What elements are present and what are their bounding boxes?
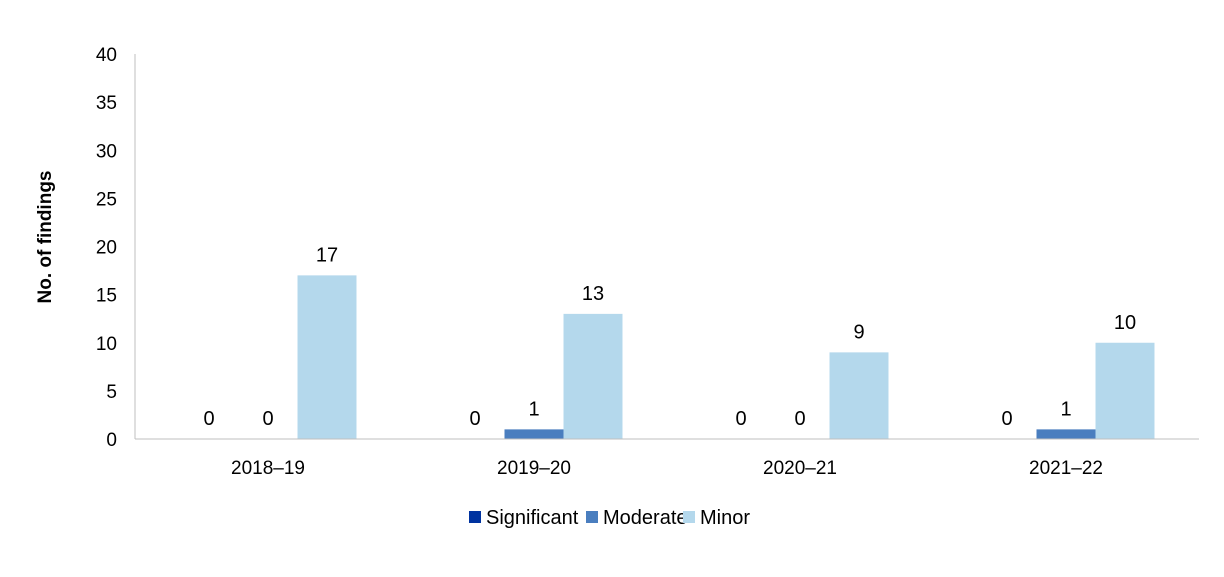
legend: Significant Moderate Minor [469, 507, 750, 529]
data-labels: 0 0 17 0 1 13 0 0 9 0 1 10 [203, 244, 1136, 430]
data-label-moderate: 0 [794, 408, 805, 430]
y-tick-label: 5 [106, 382, 117, 403]
bar-moderate-3 [1036, 429, 1096, 439]
data-label-minor: 9 [853, 321, 864, 343]
legend-swatch-moderate [586, 511, 598, 523]
bar-minor-1 [563, 313, 623, 439]
y-tick-label: 35 [96, 93, 117, 114]
x-tick-label: 2018–19 [231, 458, 305, 479]
bar-minor-2 [829, 352, 889, 439]
legend-swatch-significant [469, 511, 481, 523]
data-label-minor: 13 [582, 283, 604, 305]
data-label-significant: 0 [1001, 408, 1012, 430]
x-tick-label: 2019–20 [497, 458, 571, 479]
x-axis-labels: 2018–19 2019–20 2020–21 2021–22 [231, 458, 1103, 479]
data-label-minor: 10 [1114, 312, 1136, 334]
y-tick-label: 25 [96, 189, 117, 210]
data-label-moderate: 0 [262, 408, 273, 430]
legend-swatch-minor [683, 511, 695, 523]
legend-label-moderate: Moderate [603, 507, 688, 529]
x-tick-label: 2020–21 [763, 458, 837, 479]
legend-label-minor: Minor [700, 507, 750, 529]
y-tick-label: 10 [96, 334, 117, 355]
data-label-minor: 17 [316, 244, 338, 266]
bar-moderate-1 [504, 429, 564, 439]
legend-label-significant: Significant [486, 507, 579, 529]
y-axis-ticks: 0 5 10 15 20 25 30 35 40 [96, 45, 117, 451]
data-label-moderate: 1 [1060, 398, 1071, 420]
data-label-moderate: 1 [528, 398, 539, 420]
data-label-significant: 0 [735, 408, 746, 430]
bars [297, 275, 1155, 439]
y-axis-title: No. of findings [35, 171, 56, 304]
y-tick-label: 30 [96, 141, 117, 162]
y-tick-label: 20 [96, 238, 117, 259]
data-label-significant: 0 [203, 408, 214, 430]
y-tick-label: 40 [96, 45, 117, 66]
bar-minor-3 [1095, 342, 1155, 439]
y-tick-label: 0 [106, 430, 117, 451]
bar-minor-0 [297, 275, 357, 439]
x-tick-label: 2021–22 [1029, 458, 1103, 479]
y-tick-label: 15 [96, 286, 117, 307]
data-label-significant: 0 [469, 408, 480, 430]
